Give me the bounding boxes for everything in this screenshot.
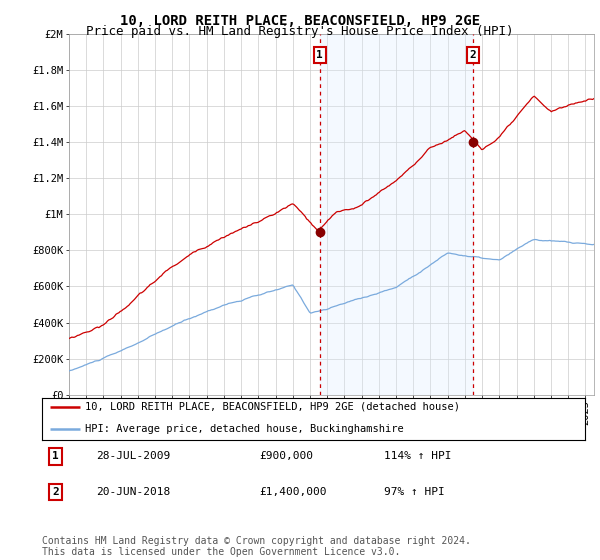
Text: Contains HM Land Registry data © Crown copyright and database right 2024.
This d: Contains HM Land Registry data © Crown c… bbox=[42, 535, 471, 557]
Text: 10, LORD REITH PLACE, BEACONSFIELD, HP9 2GE (detached house): 10, LORD REITH PLACE, BEACONSFIELD, HP9 … bbox=[85, 402, 460, 412]
Text: 20-JUN-2018: 20-JUN-2018 bbox=[97, 487, 170, 497]
Text: 1: 1 bbox=[52, 451, 59, 461]
Text: HPI: Average price, detached house, Buckinghamshire: HPI: Average price, detached house, Buck… bbox=[85, 424, 404, 434]
Text: 28-JUL-2009: 28-JUL-2009 bbox=[97, 451, 170, 461]
Text: 114% ↑ HPI: 114% ↑ HPI bbox=[384, 451, 452, 461]
Bar bbox=[320, 34, 473, 395]
Text: 2: 2 bbox=[469, 50, 476, 60]
Text: 1: 1 bbox=[316, 50, 323, 60]
Text: 97% ↑ HPI: 97% ↑ HPI bbox=[384, 487, 445, 497]
Text: £900,000: £900,000 bbox=[259, 451, 313, 461]
Text: 10, LORD REITH PLACE, BEACONSFIELD, HP9 2GE: 10, LORD REITH PLACE, BEACONSFIELD, HP9 … bbox=[120, 14, 480, 28]
Text: 2: 2 bbox=[52, 487, 59, 497]
Text: Price paid vs. HM Land Registry's House Price Index (HPI): Price paid vs. HM Land Registry's House … bbox=[86, 25, 514, 38]
Text: £1,400,000: £1,400,000 bbox=[259, 487, 327, 497]
